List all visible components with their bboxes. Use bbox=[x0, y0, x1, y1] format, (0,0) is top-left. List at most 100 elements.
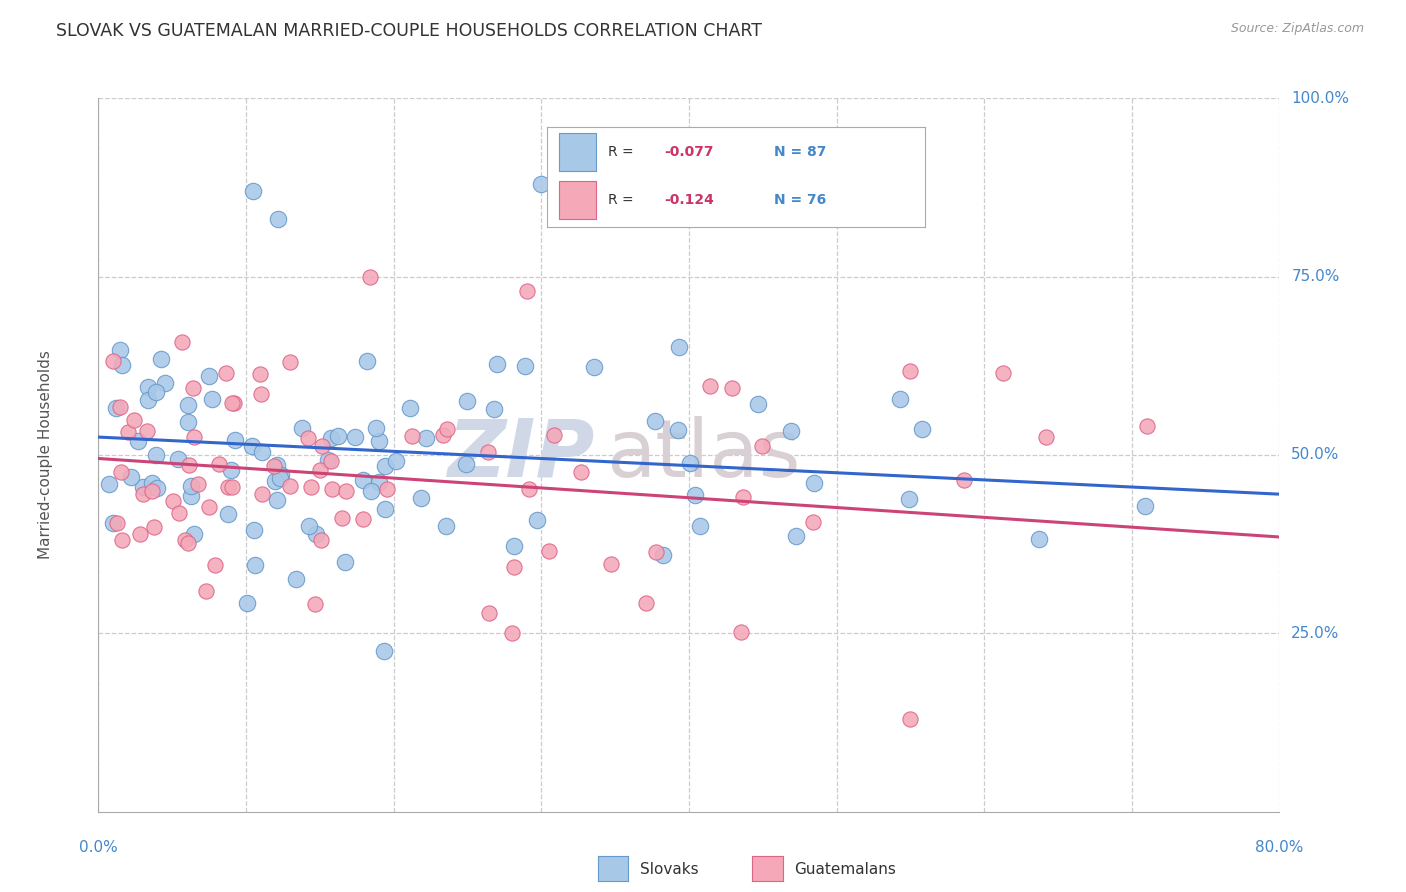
Point bbox=[117, 425, 139, 440]
Point bbox=[898, 364, 921, 378]
Point bbox=[127, 434, 149, 448]
Point bbox=[145, 481, 167, 495]
Point bbox=[910, 422, 932, 436]
Point bbox=[97, 477, 120, 491]
Point bbox=[266, 458, 288, 472]
Point bbox=[172, 335, 194, 350]
Point bbox=[122, 412, 145, 426]
Point bbox=[311, 439, 333, 453]
Point bbox=[747, 397, 769, 411]
Text: Slovaks: Slovaks bbox=[640, 863, 699, 877]
Point bbox=[221, 396, 243, 410]
Text: 75.0%: 75.0% bbox=[1291, 269, 1340, 284]
Point bbox=[352, 473, 374, 487]
Point bbox=[245, 558, 267, 573]
Point bbox=[367, 475, 389, 490]
Point bbox=[991, 366, 1014, 380]
Point bbox=[105, 401, 128, 415]
Point bbox=[699, 379, 721, 393]
Point bbox=[201, 392, 224, 406]
Point bbox=[304, 598, 326, 612]
Point bbox=[297, 431, 319, 445]
Point bbox=[298, 518, 321, 533]
Point bbox=[136, 380, 159, 394]
Point bbox=[224, 433, 246, 447]
Point bbox=[197, 500, 219, 514]
Point bbox=[335, 484, 357, 499]
Point bbox=[141, 475, 163, 490]
Point bbox=[217, 480, 239, 494]
Point bbox=[305, 527, 328, 541]
Point bbox=[278, 354, 301, 368]
Point bbox=[538, 544, 561, 558]
Point bbox=[751, 439, 773, 453]
Point bbox=[278, 479, 301, 493]
Point bbox=[111, 533, 134, 547]
Point bbox=[217, 508, 239, 522]
Point bbox=[291, 420, 314, 434]
Point bbox=[242, 184, 264, 198]
Point bbox=[177, 415, 200, 429]
Point bbox=[183, 527, 205, 541]
Point bbox=[194, 584, 217, 599]
Point bbox=[101, 516, 124, 530]
Point bbox=[270, 467, 292, 482]
Point bbox=[477, 445, 499, 459]
Point bbox=[679, 456, 702, 470]
Point bbox=[129, 526, 152, 541]
Point bbox=[368, 434, 391, 448]
Point bbox=[666, 423, 689, 437]
Point bbox=[249, 367, 271, 381]
Point bbox=[780, 424, 803, 438]
Point bbox=[330, 511, 353, 525]
Point bbox=[180, 478, 202, 492]
Point bbox=[482, 402, 505, 417]
Text: 100.0%: 100.0% bbox=[1291, 91, 1350, 105]
Point bbox=[454, 457, 477, 471]
Point bbox=[434, 518, 457, 533]
Point bbox=[803, 475, 825, 490]
Text: Married-couple Households: Married-couple Households bbox=[38, 351, 53, 559]
Point bbox=[1136, 419, 1159, 434]
Point bbox=[242, 439, 264, 453]
Point bbox=[250, 444, 273, 458]
Point bbox=[177, 536, 200, 550]
Point bbox=[486, 357, 509, 371]
Point bbox=[411, 491, 433, 505]
Point bbox=[284, 572, 307, 586]
Point bbox=[436, 422, 458, 436]
Point bbox=[250, 487, 273, 501]
Point bbox=[333, 555, 356, 569]
Point bbox=[801, 515, 824, 529]
Text: ZIP: ZIP bbox=[447, 416, 595, 494]
Point bbox=[1133, 499, 1156, 513]
Point bbox=[415, 432, 437, 446]
Point bbox=[478, 606, 501, 620]
Point bbox=[1028, 532, 1050, 546]
Point bbox=[321, 431, 343, 445]
Point bbox=[183, 430, 205, 444]
Point bbox=[401, 428, 423, 442]
Point bbox=[889, 392, 911, 406]
Point bbox=[636, 596, 658, 610]
Point bbox=[162, 493, 184, 508]
Point bbox=[375, 482, 398, 496]
Point bbox=[145, 449, 167, 463]
Point bbox=[352, 512, 374, 526]
Text: 50.0%: 50.0% bbox=[1291, 448, 1340, 462]
Point bbox=[266, 493, 288, 508]
Point bbox=[359, 269, 381, 284]
Point bbox=[167, 451, 190, 466]
Point bbox=[530, 177, 553, 191]
Point bbox=[785, 529, 807, 543]
Point bbox=[149, 352, 172, 367]
Point bbox=[187, 476, 209, 491]
Point bbox=[153, 376, 176, 390]
Point bbox=[326, 429, 349, 443]
Point bbox=[316, 453, 339, 467]
Point bbox=[543, 427, 565, 442]
Point bbox=[108, 343, 131, 357]
Point bbox=[373, 643, 395, 657]
Point bbox=[569, 465, 592, 479]
Point bbox=[120, 470, 142, 484]
